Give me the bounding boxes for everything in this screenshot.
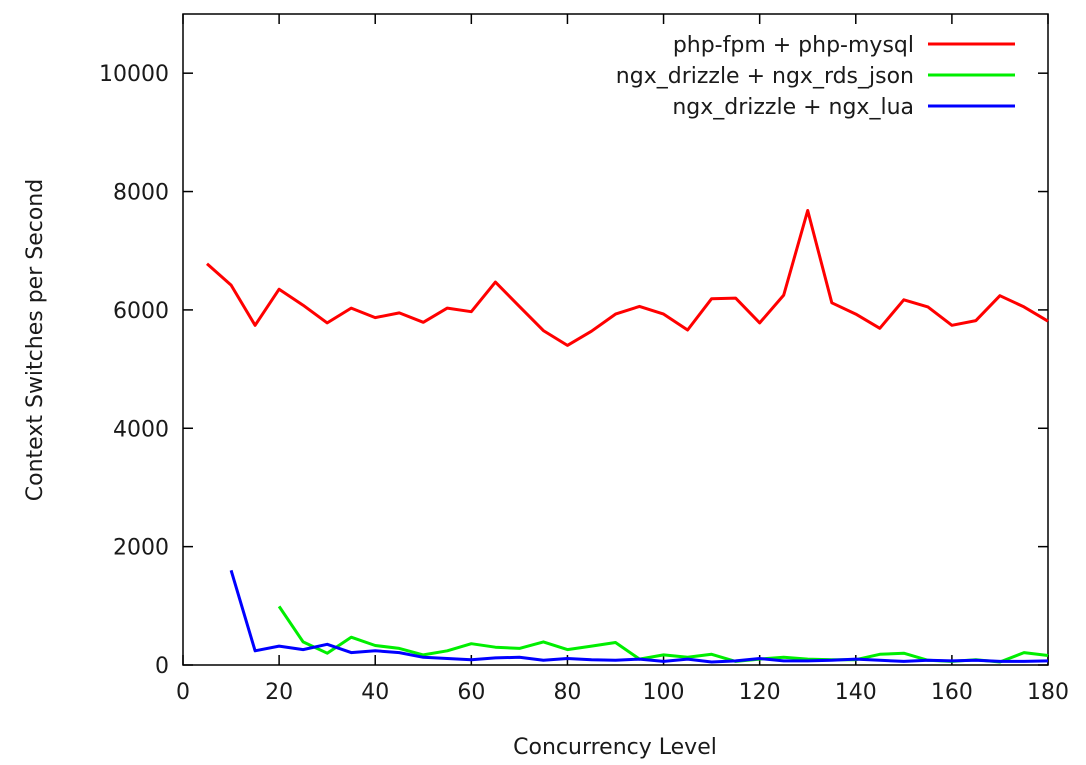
x-tick-label: 0 [176,680,190,705]
x-tick-label: 80 [553,680,581,705]
legend-label-3: ngx_drizzle + ngx_lua [672,95,914,120]
series-line-2 [277,605,1049,664]
x-tick-label: 20 [265,680,293,705]
y-tick-label: 0 [155,654,169,679]
y-tick-label: 2000 [113,536,169,561]
x-tick-label: 120 [739,680,781,705]
series-lines [206,209,1049,664]
x-tick-label: 160 [931,680,973,705]
x-tick-label: 40 [361,680,389,705]
x-tick-label: 140 [835,680,877,705]
y-axis-title: Context Switches per Second [23,179,48,501]
y-tick-label: 8000 [113,181,169,206]
x-tick-label: 60 [457,680,485,705]
series-line-3 [229,569,1049,664]
legend-label-2: ngx_drizzle + ngx_rds_json [616,64,914,89]
y-tick-label: 4000 [113,417,169,442]
axis-ticks: 0 20 40 60 80 100 120 140 160 180 0 2000 4000 6000 800… [99,14,1069,705]
legend: php-fpm + php-mysql ngx_drizzle + ngx_rds… [616,33,1015,120]
x-tick-label: 180 [1027,680,1069,705]
legend-label-1: php-fpm + php-mysql [673,33,914,58]
x-axis-title: Concurrency Level [513,735,717,760]
x-tick-label: 100 [643,680,685,705]
series-line-1 [206,209,1049,347]
plot-frame [182,13,1049,666]
y-tick-label: 10000 [99,62,169,87]
y-tick-label: 6000 [113,299,169,324]
